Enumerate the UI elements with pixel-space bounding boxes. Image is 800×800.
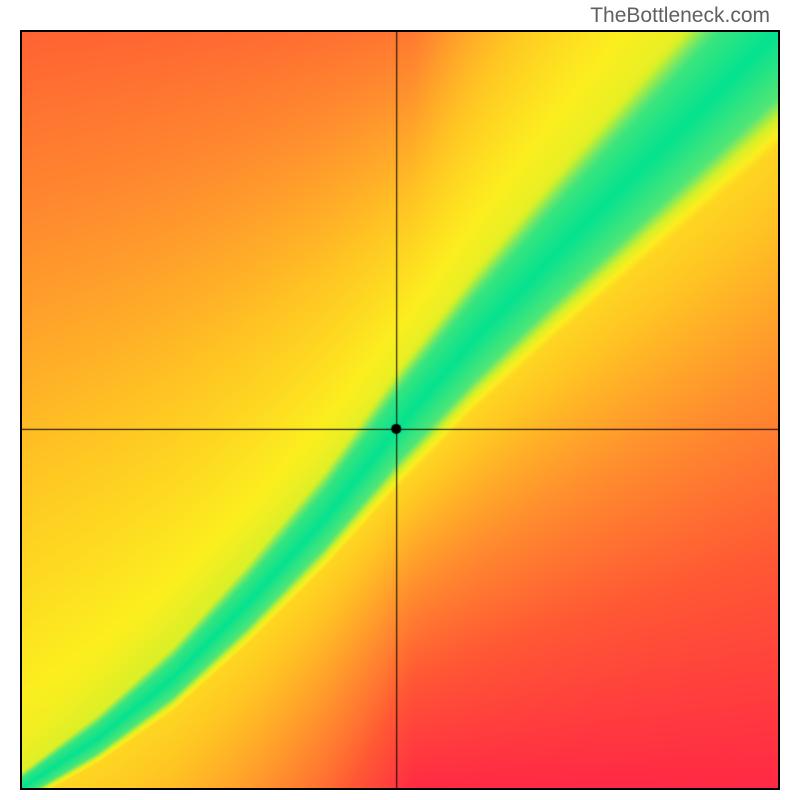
bottleneck-chart-container: TheBottleneck.com xyxy=(0,0,800,800)
watermark-text: TheBottleneck.com xyxy=(590,4,770,28)
chart-border xyxy=(20,30,780,790)
heatmap-canvas xyxy=(22,32,778,788)
